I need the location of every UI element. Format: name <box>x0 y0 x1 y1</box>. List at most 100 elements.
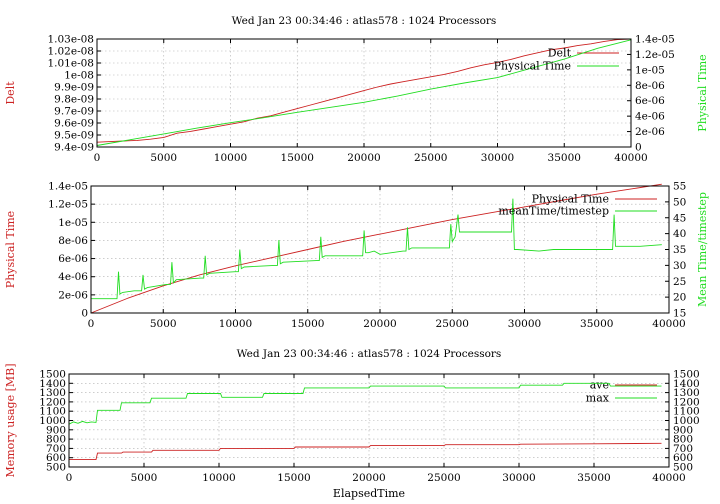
y2-tick-label: 1.2e-05 <box>635 49 675 61</box>
x-tick-label: 35000 <box>548 152 581 164</box>
y2-axis-label: Mean Time/timestep <box>696 192 709 307</box>
x-tick-label: 30000 <box>502 472 535 484</box>
y-tick-label: 4e-06 <box>58 271 88 283</box>
y2-tick-label: 20 <box>673 292 686 304</box>
x-tick-label: 10000 <box>202 472 235 484</box>
y-tick-label: 1e-08 <box>64 70 94 82</box>
x-tick-label: 35000 <box>577 472 610 484</box>
y2-tick-label: 1000 <box>673 415 700 427</box>
y-tick-label: 2e-06 <box>58 289 88 301</box>
chart-title: Wed Jan 23 00:34:46 : atlas578 : 1024 Pr… <box>237 348 502 360</box>
y2-tick-label: 1200 <box>673 396 700 408</box>
x-tick-label: 40000 <box>614 152 647 164</box>
y2-tick-label: 500 <box>673 462 693 474</box>
y2-tick-label: 40 <box>673 228 686 240</box>
y-axis-label: Memory usage [MB] <box>4 363 17 477</box>
y-tick-label: 500 <box>46 462 66 474</box>
y-tick-label: 9.9e-09 <box>54 82 94 94</box>
y2-tick-label: 1.4e-05 <box>635 34 675 46</box>
x-tick-label: 5000 <box>150 318 177 330</box>
y-tick-label: 1e-05 <box>58 217 88 229</box>
chart-3: 0 5000 10000 15000 20000 25000 30000 35000 40000… <box>4 348 700 500</box>
x-tick-label: 5000 <box>131 472 158 484</box>
y-tick-label: 1400 <box>39 378 66 390</box>
y-tick-label: 1000 <box>39 415 66 427</box>
legend-label: ave <box>590 379 609 392</box>
y-tick-label: 600 <box>46 452 66 464</box>
y2-tick-label: 900 <box>673 424 693 436</box>
y2-tick-label: 6e-06 <box>635 95 665 107</box>
y-tick-label: 9.5e-09 <box>54 130 94 142</box>
x-tick-label: 10000 <box>219 318 252 330</box>
x-tick-label: 40000 <box>652 472 685 484</box>
legend-label: max <box>586 392 610 405</box>
plot-frame <box>90 185 670 314</box>
x-tick-label: 20000 <box>363 318 396 330</box>
y-tick-label: 1.2e-05 <box>48 199 88 211</box>
legend-label: Delt <box>548 47 572 60</box>
x-tick-label: 25000 <box>427 472 460 484</box>
y-axis-label: Physical Time <box>4 211 17 288</box>
y2-tick-label: 4e-06 <box>635 111 665 123</box>
y2-tick-label: 1300 <box>673 387 700 399</box>
chart-2: 0 5000 10000 15000 20000 25000 30000 35000 40000… <box>4 181 709 331</box>
series-line-meantime-timestep <box>91 198 662 300</box>
y-tick-label: 1500 <box>39 369 66 381</box>
y2-tick-label: 8e-06 <box>635 80 665 92</box>
y2-axis-label: Physical Time <box>696 54 709 131</box>
y-tick-label: 1100 <box>39 406 66 418</box>
x-tick-label: 0 <box>94 152 101 164</box>
y-tick-label: 1200 <box>39 396 66 408</box>
x-axis-label: ElapsedTime <box>333 487 405 500</box>
y2-tick-label: 50 <box>673 196 686 208</box>
y-tick-label: 0 <box>81 308 88 320</box>
series-line-max <box>68 382 662 425</box>
y-tick-label: 900 <box>46 424 66 436</box>
x-tick-label: 0 <box>66 472 73 484</box>
x-tick-label: 5000 <box>150 152 177 164</box>
chart-1: 0 5000 10000 15000 20000 25000 30000 35000 40000… <box>4 15 709 164</box>
x-tick-label: 30000 <box>508 318 541 330</box>
y2-tick-label: 15 <box>673 308 686 320</box>
y2-tick-label: 700 <box>673 443 693 455</box>
chart-title: Wed Jan 23 00:34:46 : atlas578 : 1024 Pr… <box>232 15 497 27</box>
legend-label: Physical Time <box>532 193 609 206</box>
y2-tick-label: 2e-06 <box>635 126 665 138</box>
x-tick-label: 15000 <box>281 152 314 164</box>
y-tick-label: 9.4e-09 <box>54 142 94 154</box>
x-tick-label: 30000 <box>481 152 514 164</box>
plot-frame <box>68 373 670 468</box>
y2-tick-label: 55 <box>673 181 686 193</box>
y-tick-label: 6e-06 <box>58 253 88 265</box>
series-line-physical-time <box>96 39 632 146</box>
y2-tick-label: 1100 <box>673 406 700 418</box>
x-tick-label: 40000 <box>652 318 685 330</box>
y2-tick-label: 30 <box>673 260 686 272</box>
y-axis-label: Delt <box>4 81 17 105</box>
x-tick-label: 20000 <box>347 152 380 164</box>
x-tick-label: 10000 <box>214 152 247 164</box>
y2-tick-label: 800 <box>673 434 693 446</box>
y2-tick-label: 35 <box>673 244 686 256</box>
series-line-ave <box>69 442 662 461</box>
legend-label: Physical Time <box>494 60 571 73</box>
x-tick-label: 25000 <box>414 152 447 164</box>
y2-tick-label: 1400 <box>673 378 700 390</box>
series-line-delt <box>96 38 632 143</box>
plot-frame <box>96 38 632 148</box>
x-tick-label: 15000 <box>277 472 310 484</box>
legend-label: meanTime/timestep <box>498 205 609 218</box>
y-tick-label: 1300 <box>39 387 66 399</box>
y2-tick-label: 45 <box>673 212 686 224</box>
y-tick-label: 1.02e-08 <box>47 46 94 58</box>
y-tick-label: 9.6e-09 <box>54 118 94 130</box>
y-tick-label: 1.03e-08 <box>47 34 94 46</box>
x-tick-label: 35000 <box>580 318 613 330</box>
y-tick-label: 9.7e-09 <box>54 106 94 118</box>
y2-tick-label: 0 <box>635 142 642 154</box>
x-tick-label: 15000 <box>291 318 324 330</box>
y2-tick-label: 25 <box>673 276 686 288</box>
y-tick-label: 1.4e-05 <box>48 181 88 193</box>
y2-tick-label: 1e-05 <box>635 64 665 76</box>
